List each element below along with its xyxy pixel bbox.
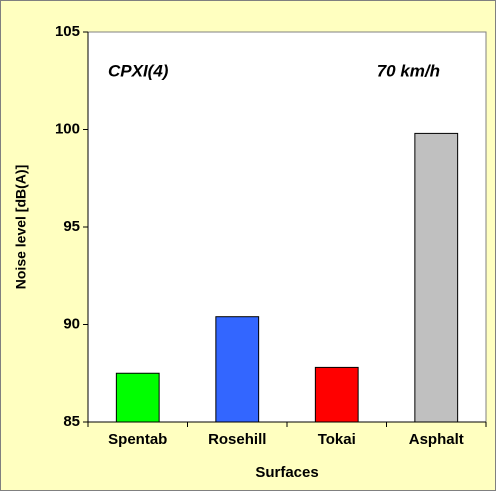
y-tick-label: 85 — [63, 413, 80, 430]
bar — [414, 132, 459, 423]
x-tick-label: Rosehill — [208, 431, 266, 448]
bar — [314, 366, 359, 423]
annotation: CPXI(4) — [108, 61, 169, 80]
y-tick-label: 100 — [55, 120, 80, 137]
bar — [215, 316, 260, 423]
y-axis-title: Noise level [dB(A)] — [13, 165, 29, 289]
y-tick-label: 90 — [63, 315, 80, 332]
bar — [115, 372, 160, 423]
x-axis-title: Surfaces — [255, 464, 318, 481]
annotation: 70 km/h — [377, 61, 440, 80]
x-tick-label: Asphalt — [409, 431, 464, 448]
y-tick-label: 95 — [63, 218, 80, 235]
x-tick-label: Spentab — [108, 431, 167, 448]
y-tick-label: 105 — [55, 23, 80, 40]
x-tick-label: Tokai — [318, 431, 356, 448]
